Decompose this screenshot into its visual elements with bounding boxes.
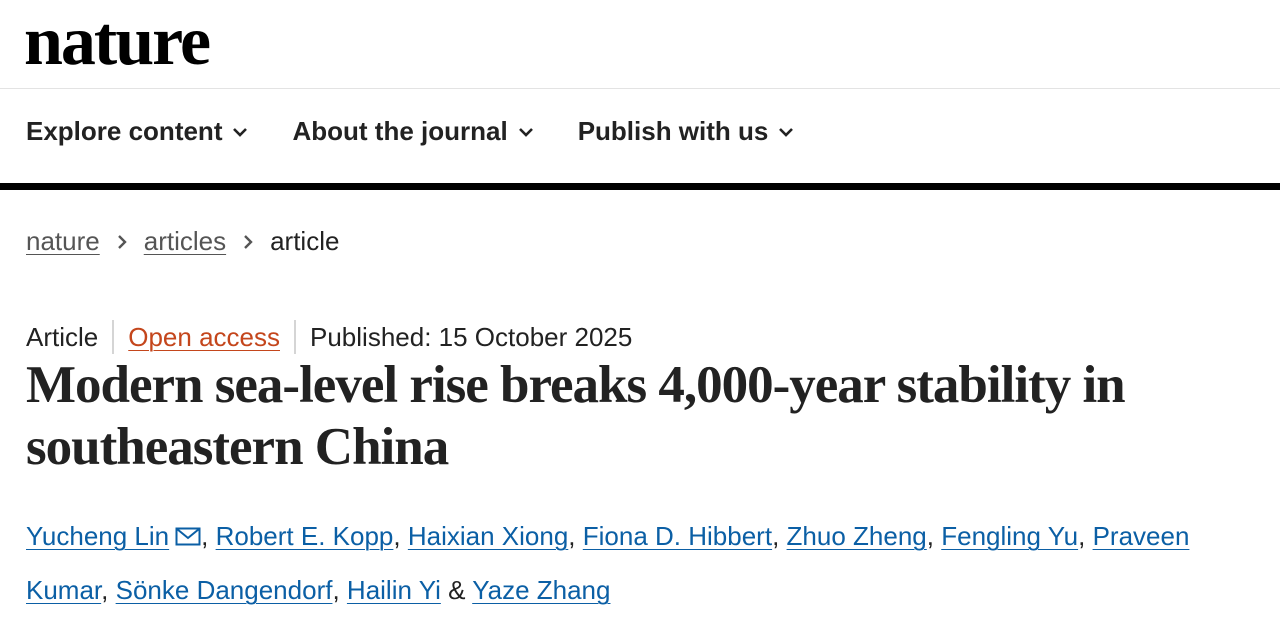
chevron-down: [779, 127, 794, 137]
author-link[interactable]: Zhuo Zheng: [786, 521, 927, 551]
author-separator: ,: [568, 521, 576, 551]
meta-separator: [294, 320, 296, 354]
author-link[interactable]: Haixian Xiong: [407, 521, 569, 551]
nav-item[interactable]: Explore content: [26, 116, 248, 147]
author-link[interactable]: Sönke Dangendorf: [115, 575, 333, 605]
author-link[interactable]: Yucheng Lin: [26, 521, 170, 551]
author-separator: ,: [101, 575, 109, 605]
main-nav: Explore content About the journal Publish …: [26, 116, 838, 147]
breadcrumb-chevron: [117, 234, 127, 249]
author-separator: ,: [332, 575, 340, 605]
breadcrumb-link[interactable]: nature: [26, 226, 100, 256]
nav-label: Publish with us: [577, 116, 769, 146]
breadcrumb-chevron: [244, 234, 253, 249]
article-title: Modern sea-level rise breaks 4,000-year …: [26, 356, 1126, 476]
open-access-link[interactable]: Open access: [128, 321, 280, 352]
article-meta: Article Open access Published: 15 Octobe…: [26, 320, 632, 354]
author-list: Yucheng Lin, Robert E. Kopp, Haixian Xio…: [26, 509, 1266, 617]
author-separator: ,: [1078, 521, 1086, 551]
nav-label: Explore content: [26, 116, 223, 146]
author-link[interactable]: Praveen Kumar: [26, 521, 1190, 605]
breadcrumb-current: article: [270, 226, 340, 256]
published-date: Published: 15 October 2025: [310, 321, 633, 352]
nav-item[interactable]: Publish with us: [578, 116, 795, 147]
breadcrumbs: nature articles article: [26, 226, 339, 257]
email-icon: [175, 527, 201, 546]
nav-label: About the journal: [292, 116, 508, 146]
author-separator: ,: [772, 521, 780, 551]
nav-divider: [0, 183, 1280, 190]
author-separator: ,: [393, 521, 401, 551]
site-logo[interactable]: nature: [24, 3, 211, 80]
nav-item[interactable]: About the journal: [292, 116, 533, 147]
author-link[interactable]: Yaze Zhang: [472, 575, 611, 605]
chevron-down: [233, 127, 248, 137]
author-link[interactable]: Hailin Yi: [346, 575, 441, 605]
author-separator: ,: [201, 521, 209, 551]
author-link[interactable]: Robert E. Kopp: [215, 521, 394, 551]
author-conjunction: &: [448, 575, 466, 605]
breadcrumb-link[interactable]: articles: [143, 226, 227, 256]
author-link[interactable]: Fengling Yu: [941, 521, 1079, 551]
chevron-down: [518, 127, 533, 137]
author-link[interactable]: Fiona D. Hibbert: [582, 521, 773, 551]
meta-separator: [112, 320, 115, 354]
article-type: Article: [26, 321, 99, 352]
header-divider: [0, 88, 1280, 89]
author-separator: ,: [926, 521, 934, 551]
